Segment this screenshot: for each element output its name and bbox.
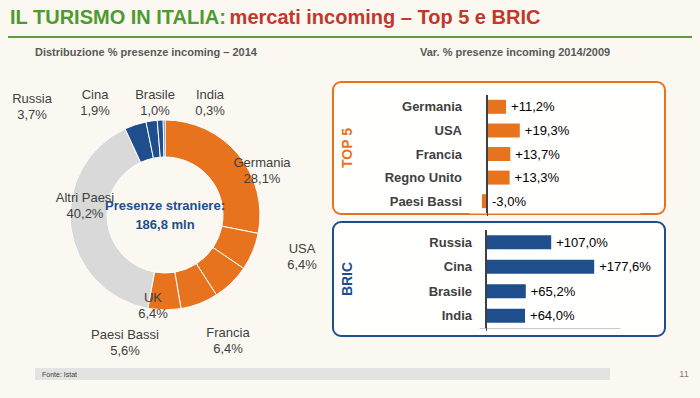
svg-text:186,8 mln: 186,8 mln bbox=[135, 217, 194, 232]
svg-text:UK: UK bbox=[144, 290, 162, 305]
svg-text:Cina: Cina bbox=[444, 259, 473, 274]
svg-text:6,4%: 6,4% bbox=[213, 341, 243, 356]
svg-text:+19,3%: +19,3% bbox=[525, 123, 570, 138]
svg-text:IL TURISMO IN ITALIA:: IL TURISMO IN ITALIA: bbox=[10, 6, 226, 28]
svg-text:Brasile: Brasile bbox=[135, 87, 175, 102]
svg-text:0,3%: 0,3% bbox=[195, 103, 225, 118]
svg-text:Francia: Francia bbox=[416, 147, 463, 162]
svg-text:6,4%: 6,4% bbox=[287, 257, 317, 272]
svg-text:Paesi Bassi: Paesi Bassi bbox=[390, 194, 462, 209]
svg-text:28,1%: 28,1% bbox=[244, 171, 281, 186]
svg-text:6,4%: 6,4% bbox=[138, 306, 168, 321]
svg-text:Germania: Germania bbox=[402, 99, 463, 114]
svg-text:Brasile: Brasile bbox=[429, 284, 472, 299]
svg-text:Distribuzione % presenze incom: Distribuzione % presenze incoming – 2014 bbox=[35, 46, 258, 58]
svg-text:+177,6%: +177,6% bbox=[599, 259, 651, 274]
svg-text:40,2%: 40,2% bbox=[67, 206, 104, 221]
svg-text:USA: USA bbox=[289, 241, 316, 256]
svg-text:Francia: Francia bbox=[206, 325, 250, 340]
svg-text:Altri Paesi: Altri Paesi bbox=[55, 189, 115, 205]
svg-text:5,6%: 5,6% bbox=[110, 343, 140, 358]
svg-text:Fonte: Istat: Fonte: Istat bbox=[42, 371, 77, 378]
svg-text:Russia: Russia bbox=[12, 91, 53, 106]
svg-text:mercati incoming – Top 5 e BRI: mercati incoming – Top 5 e BRIC bbox=[230, 6, 541, 28]
svg-text:TOP 5: TOP 5 bbox=[339, 128, 355, 168]
svg-text:+107,0%: +107,0% bbox=[556, 235, 608, 250]
svg-text:1,9%: 1,9% bbox=[80, 103, 110, 118]
svg-text:Germania: Germania bbox=[233, 155, 291, 170]
svg-text:Russia: Russia bbox=[429, 235, 472, 250]
svg-text:11: 11 bbox=[679, 369, 688, 379]
svg-text:Regno Unito: Regno Unito bbox=[385, 170, 462, 185]
svg-text:+64,0%: +64,0% bbox=[530, 308, 575, 323]
svg-text:Var. % presenze incoming 2014/: Var. % presenze incoming 2014/2009 bbox=[420, 46, 610, 58]
svg-text:+13,7%: +13,7% bbox=[515, 147, 560, 162]
svg-text:Presenze straniere:: Presenze straniere: bbox=[105, 198, 225, 213]
svg-text:1,0%: 1,0% bbox=[140, 103, 170, 118]
svg-text:BRIC: BRIC bbox=[339, 262, 355, 296]
svg-text:India: India bbox=[442, 308, 473, 323]
svg-text:3,7%: 3,7% bbox=[17, 107, 47, 122]
svg-text:Cina: Cina bbox=[82, 87, 110, 102]
svg-text:India: India bbox=[196, 87, 225, 102]
svg-text:+11,2%: +11,2% bbox=[511, 99, 555, 114]
svg-text:-3,0%: -3,0% bbox=[492, 194, 526, 209]
svg-text:USA: USA bbox=[435, 123, 463, 138]
svg-text:+65,2%: +65,2% bbox=[531, 284, 576, 299]
svg-text:+13,3%: +13,3% bbox=[515, 170, 560, 185]
svg-text:Paesi Bassi: Paesi Bassi bbox=[91, 327, 159, 342]
